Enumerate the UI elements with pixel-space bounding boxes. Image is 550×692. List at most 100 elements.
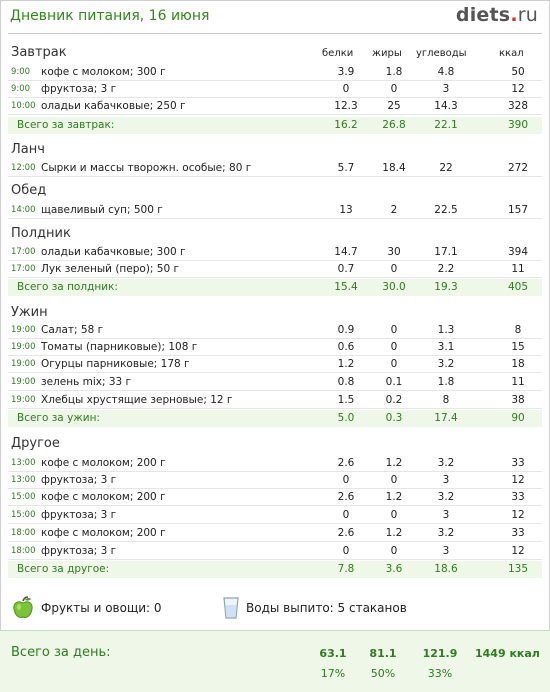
protein-value: 13 — [339, 204, 353, 216]
protein-value: 2.6 — [337, 491, 355, 503]
page-title: Дневник питания, 16 июня — [10, 8, 210, 24]
entry-time: 9:00 — [11, 67, 31, 77]
protein-value: 2.6 — [337, 527, 355, 539]
day-total-panel: Всего за день: 63.1 81.1 121.9 1449 ккал… — [0, 630, 550, 692]
protein-value: 1.5 — [337, 394, 355, 406]
food-row[interactable]: 15:00 фруктоза; 3 г 0 0 3 12 — [8, 507, 542, 524]
kcal-value: 12 — [511, 474, 525, 486]
food-row[interactable]: 9:00 фруктоза; 3 г 0 0 3 12 — [8, 81, 542, 98]
entry-time: 18:00 — [11, 528, 36, 538]
protein-value: 0.9 — [337, 324, 355, 336]
food-row[interactable]: 12:00 Сырки и массы творожн. особые; 80 … — [8, 160, 542, 177]
entry-time: 19:00 — [11, 359, 36, 369]
kcal-value: 11 — [511, 263, 525, 275]
fat-value: 18.4 — [382, 162, 406, 174]
entry-time: 9:00 — [11, 84, 31, 94]
kcal-value: 11 — [511, 376, 525, 388]
food-row[interactable]: 14:00 щавеливый суп; 500 г 13 2 22.5 157 — [8, 202, 542, 219]
food-row[interactable]: 19:00 Салат; 58 г 0.9 0 1.3 8 — [8, 322, 542, 339]
entry-time: 19:00 — [11, 395, 36, 405]
kcal-value: 12 — [511, 509, 525, 521]
fat-total: 3.6 — [385, 563, 403, 575]
carbs-value: 1.8 — [437, 376, 455, 388]
carbs-value: 3 — [442, 474, 450, 486]
col-header-carbs: углеводы — [416, 48, 467, 59]
food-name: кофе с молоком; 200 г — [41, 457, 166, 469]
protein-value: 0 — [342, 83, 350, 95]
food-name: кофе с молоком; 200 г — [41, 491, 166, 503]
section-total-row: Всего за другое: 7.8 3.6 18.6 135 — [8, 561, 542, 578]
entry-time: 12:00 — [11, 163, 36, 173]
protein-value: 0.8 — [337, 376, 355, 388]
kcal-value: 8 — [514, 324, 522, 336]
total-label: Всего за ужин: — [17, 412, 100, 424]
food-name: зелень mix; 33 г — [41, 376, 132, 388]
carbs-value: 8 — [442, 394, 450, 406]
food-row[interactable]: 19:00 Огурцы парниковые; 178 г 1.2 0 3.2… — [8, 356, 542, 373]
food-row[interactable]: 19:00 зелень mix; 33 г 0.8 0.1 1.8 11 — [8, 374, 542, 391]
entry-time: 18:00 — [11, 546, 36, 556]
food-name: оладьи кабачковые; 250 г — [41, 100, 186, 112]
food-row[interactable]: 19:00 Хлебцы хрустящие зерновые; 12 г 1.… — [8, 392, 542, 409]
carbs-value: 3.2 — [437, 358, 455, 370]
day-fat-percent: 50% — [370, 667, 396, 680]
food-row[interactable]: 13:00 кофе с молоком; 200 г 2.6 1.2 3.2 … — [8, 455, 542, 472]
food-name: оладьи кабачковые; 300 г — [41, 246, 186, 258]
fat-value: 2 — [390, 204, 398, 216]
carbs-value: 3.2 — [437, 527, 455, 539]
protein-value: 0.7 — [337, 263, 355, 275]
kcal-value: 394 — [507, 246, 529, 258]
logo-main: diets — [455, 4, 511, 26]
carbs-value: 3.1 — [437, 341, 455, 353]
header-divider — [8, 33, 542, 34]
food-row[interactable]: 19:00 Томаты (парниковые); 108 г 0.6 0 3… — [8, 339, 542, 356]
section-title-snack: Полдник — [11, 226, 71, 241]
food-name: щавеливый суп; 500 г — [41, 204, 163, 216]
protein-value: 5.7 — [337, 162, 355, 174]
entry-time: 19:00 — [11, 325, 36, 335]
kcal-value: 18 — [511, 358, 525, 370]
day-kcal-total: 1449 ккал — [475, 647, 540, 660]
protein-value: 14.7 — [334, 246, 358, 258]
carbs-value: 2.2 — [437, 263, 455, 275]
carbs-total: 18.6 — [434, 563, 458, 575]
entry-time: 10:00 — [11, 101, 36, 111]
col-header-kcal: ккал — [499, 48, 524, 59]
site-logo[interactable]: diets.ru — [455, 4, 538, 26]
fat-value: 1.2 — [385, 457, 403, 469]
protein-value: 0 — [342, 509, 350, 521]
total-label: Всего за другое: — [17, 563, 110, 575]
carbs-value: 1.3 — [437, 324, 455, 336]
food-row[interactable]: 17:00 оладьи кабачковые; 300 г 14.7 30 1… — [8, 244, 542, 261]
fat-value: 0 — [390, 324, 398, 336]
protein-total: 7.8 — [337, 563, 355, 575]
carbs-value: 22.5 — [434, 204, 458, 216]
entry-time: 15:00 — [11, 510, 36, 520]
carbs-value: 22 — [439, 162, 453, 174]
fat-total: 26.8 — [382, 119, 406, 131]
total-label: Всего за завтрак: — [17, 119, 115, 131]
kcal-value: 328 — [507, 100, 529, 112]
kcal-total: 405 — [507, 281, 529, 293]
logo-tld: ru — [517, 4, 538, 26]
food-row[interactable]: 9:00 кофе с молоком; 300 г 3.9 1.8 4.8 5… — [8, 64, 542, 81]
food-row[interactable]: 18:00 фруктоза; 3 г 0 0 3 12 — [8, 543, 542, 560]
fat-value: 0 — [390, 263, 398, 275]
food-row[interactable]: 17:00 Лук зеленый (перо); 50 г 0.7 0 2.2… — [8, 261, 542, 278]
food-row[interactable]: 18:00 кофе с молоком; 200 г 2.6 1.2 3.2 … — [8, 525, 542, 542]
food-row[interactable]: 15:00 кофе с молоком; 200 г 2.6 1.2 3.2 … — [8, 489, 542, 506]
carbs-total: 17.4 — [434, 412, 458, 424]
food-row[interactable]: 10:00 оладьи кабачковые; 250 г 12.3 25 1… — [8, 98, 542, 115]
water-drunk-count: Воды выпито: 5 стаканов — [246, 601, 407, 615]
protein-total: 5.0 — [337, 412, 355, 424]
section-title-supper: Ужин — [11, 305, 48, 320]
fat-value: 0 — [390, 83, 398, 95]
food-row[interactable]: 13:00 фруктоза; 3 г 0 0 3 12 — [8, 472, 542, 489]
kcal-value: 33 — [511, 527, 525, 539]
food-name: кофе с молоком; 300 г — [41, 66, 166, 78]
entry-time: 17:00 — [11, 264, 36, 274]
kcal-total: 135 — [507, 563, 529, 575]
fat-total: 30.0 — [382, 281, 406, 293]
food-name: кофе с молоком; 200 г — [41, 527, 166, 539]
fat-value: 1.2 — [385, 527, 403, 539]
